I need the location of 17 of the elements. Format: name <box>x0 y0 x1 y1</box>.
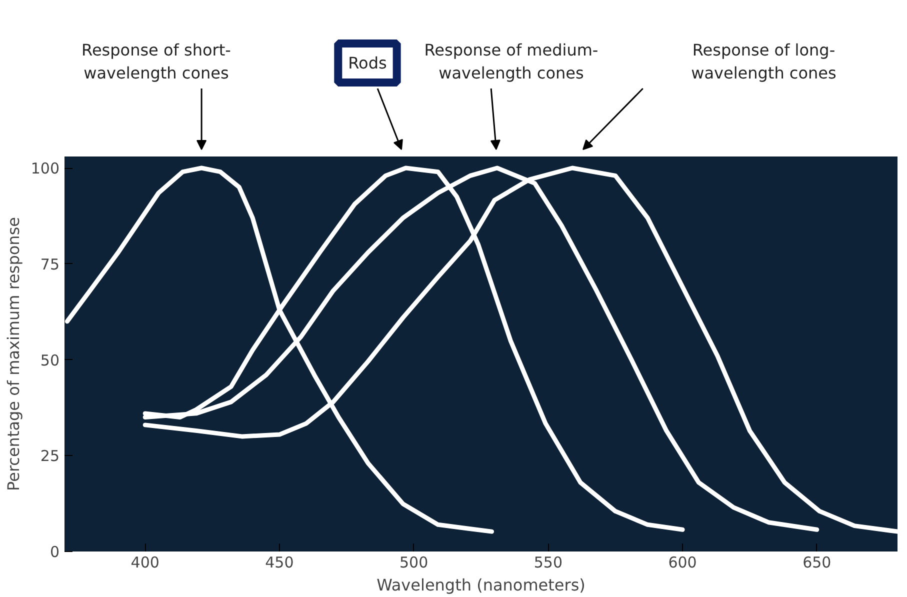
x-tick-label: 550 <box>534 554 563 572</box>
text: Rods <box>348 54 387 72</box>
x-tick-label: 400 <box>130 554 160 572</box>
x-tick-label: 450 <box>265 554 294 572</box>
text: Response of long- wavelength cones <box>691 40 836 82</box>
x-tick-label: 500 <box>400 554 428 572</box>
y-tick-label: 75 <box>40 255 60 274</box>
x-tick-label: 650 <box>802 554 832 572</box>
y-tick-label: 50 <box>40 351 60 370</box>
y-axis-title: Percentage of maximum response <box>4 217 23 491</box>
text: Response of short- wavelength cones <box>82 40 231 82</box>
y-tick-label: 0 <box>50 543 60 561</box>
x-axis-title: Wavelength (nanometers) <box>376 576 586 594</box>
text: Response of medium- wavelength cones <box>424 40 598 82</box>
x-tick-label: 600 <box>668 554 697 572</box>
y-tick-label: 100 <box>30 160 60 178</box>
y-tick-label: 25 <box>40 447 60 466</box>
